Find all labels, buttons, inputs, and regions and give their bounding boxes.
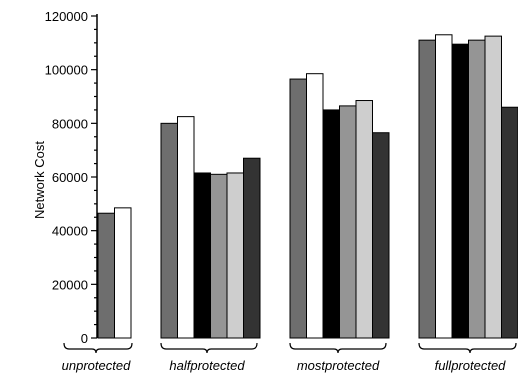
y-axis-title: Network Cost bbox=[32, 141, 47, 219]
y-tick-label: 60000 bbox=[52, 170, 88, 185]
bar-fullprotected-2 bbox=[435, 34, 453, 339]
group-brace-fullprotected bbox=[418, 342, 517, 354]
bar-fullprotected-3 bbox=[451, 43, 469, 339]
group-labels: unprotected halfprotected mostprotected ful… bbox=[62, 342, 517, 373]
y-tick-label: 120000 bbox=[45, 9, 88, 24]
group-brace-unprotected bbox=[63, 342, 133, 354]
bar-halfprotected-4 bbox=[210, 173, 228, 339]
bar-mostprotected-2 bbox=[306, 73, 324, 339]
y-axis: 0 20000 40000 60000 80000 100000 120000 bbox=[45, 9, 98, 346]
bar-mostprotected-6 bbox=[372, 132, 390, 339]
y-tick-label: 80000 bbox=[52, 116, 88, 131]
bar-mostprotected-5 bbox=[355, 100, 373, 339]
group-brace-mostprotected bbox=[289, 342, 387, 354]
bar-fullprotected-6 bbox=[501, 106, 518, 339]
bar-unprotected-2 bbox=[114, 207, 132, 339]
group-label-mostprotected: mostprotected bbox=[297, 358, 380, 373]
group-brace-halfprotected bbox=[160, 342, 258, 354]
bar-mostprotected-3 bbox=[322, 109, 340, 339]
bar-fullprotected-5 bbox=[484, 35, 502, 339]
y-tick-label: 0 bbox=[81, 331, 88, 346]
y-tick-label: 20000 bbox=[52, 277, 88, 292]
bar-unprotected-1 bbox=[97, 212, 115, 339]
group-label-halfprotected: halfprotected bbox=[169, 358, 245, 373]
y-tick-label: 40000 bbox=[52, 224, 88, 239]
group-label-fullprotected: fullprotected bbox=[435, 358, 507, 373]
bar-halfprotected-2 bbox=[177, 116, 195, 339]
bar-halfprotected-6 bbox=[243, 157, 261, 339]
bar-fullprotected-1 bbox=[418, 39, 436, 339]
bar-fullprotected-4 bbox=[468, 39, 486, 339]
y-tick-label: 100000 bbox=[45, 63, 88, 78]
bar-halfprotected-1 bbox=[160, 122, 178, 339]
bar-mostprotected-1 bbox=[289, 78, 307, 339]
bar-halfprotected-3 bbox=[193, 172, 211, 339]
bar-mostprotected-4 bbox=[339, 105, 357, 339]
bar-halfprotected-5 bbox=[226, 172, 244, 339]
group-label-unprotected: unprotected bbox=[62, 358, 131, 373]
bars bbox=[97, 34, 518, 339]
